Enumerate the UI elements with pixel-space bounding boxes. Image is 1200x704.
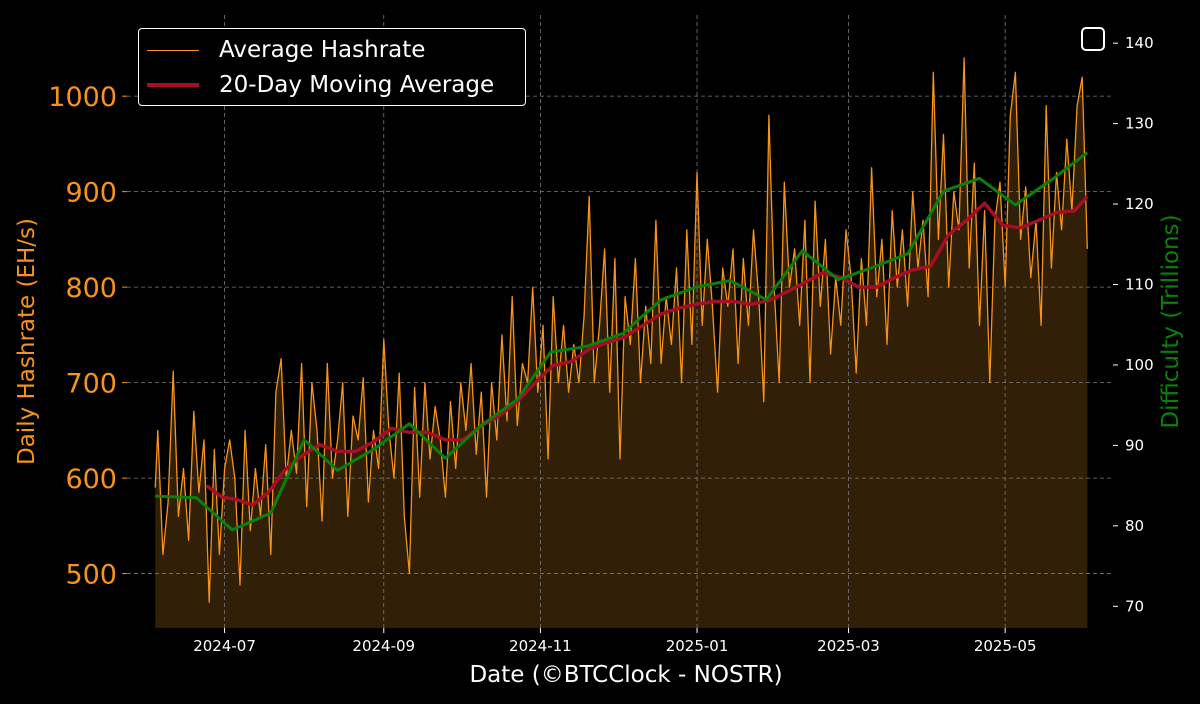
x-tick-label: 2024-07 — [193, 637, 256, 655]
legend-label-moving-average: 20-Day Moving Average — [219, 72, 495, 98]
x-tick-label: 2024-09 — [352, 637, 415, 655]
y2-tick-label: 100 — [1125, 356, 1154, 374]
legend: Average Hashrate 20-Day Moving Average — [138, 28, 526, 106]
y2-tick-label: 80 — [1125, 517, 1144, 535]
x-tick-label: 2025-05 — [974, 637, 1037, 655]
hashrate-area-fill — [155, 58, 1088, 628]
y2-tick-label: 110 — [1125, 275, 1154, 293]
legend-swatch-average-hashrate — [147, 49, 199, 51]
y-tick-label: 700 — [65, 369, 117, 400]
y2-tick-label: 130 — [1125, 115, 1154, 133]
checkbox-icon[interactable] — [1081, 27, 1105, 51]
x-tick-label: 2025-01 — [666, 637, 729, 655]
y-tick-label: 600 — [65, 464, 117, 495]
y-axis-label: Daily Hashrate (EH/s) — [14, 218, 40, 465]
y2-tick-label: 70 — [1125, 597, 1144, 615]
y-tick-label: 1000 — [48, 82, 117, 113]
hashrate-line — [154, 57, 1088, 603]
x-tick-label: 2025-03 — [817, 637, 880, 655]
y-tick-label: 900 — [65, 178, 117, 209]
legend-item-average-hashrate: Average Hashrate — [147, 35, 425, 65]
legend-label-average-hashrate: Average Hashrate — [219, 37, 426, 63]
legend-item-moving-average: 20-Day Moving Average — [147, 70, 494, 100]
y-tick-label: 500 — [65, 560, 117, 591]
moving-average-line — [205, 195, 1089, 507]
y2-tick-label: 90 — [1125, 436, 1144, 454]
y2-tick-label: 140 — [1125, 34, 1154, 52]
y-tick-label: 800 — [65, 273, 117, 304]
x-tick-label: 2024-11 — [509, 637, 572, 655]
x-axis-label: Date (©BTCClock - NOSTR) — [469, 662, 782, 688]
difficulty-line — [155, 151, 1089, 532]
y2-tick-label: 120 — [1125, 195, 1154, 213]
legend-swatch-moving-average — [147, 83, 199, 87]
y2-axis-label: Difficulty (Trillions) — [1158, 214, 1184, 428]
